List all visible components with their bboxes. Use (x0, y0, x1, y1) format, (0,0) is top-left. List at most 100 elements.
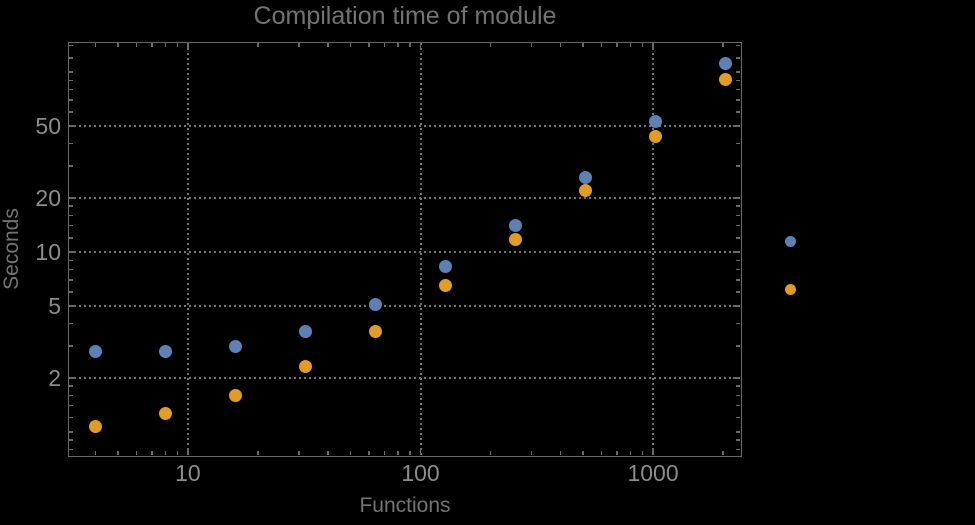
axis-tick (69, 57, 73, 59)
axis-tick (736, 44, 740, 47)
data-point-series-2-orange (228, 388, 242, 402)
axis-tick (409, 43, 411, 47)
axis-tick (733, 305, 740, 307)
axis-tick (69, 291, 73, 293)
axis-tick (69, 416, 73, 419)
axis-tick (383, 451, 386, 455)
axis-tick (69, 165, 73, 167)
axis-tick (257, 451, 259, 455)
axis-tick (69, 99, 73, 101)
axis-tick (736, 431, 740, 433)
data-point-series-2-orange (718, 72, 732, 86)
axis-tick (736, 279, 740, 281)
data-point-series-2-orange (158, 407, 172, 421)
axis-tick (69, 394, 73, 396)
axis-tick (69, 322, 73, 325)
data-point-series-2-orange (508, 232, 522, 246)
axis-tick (298, 451, 300, 455)
axis-tick (736, 416, 740, 419)
axis-tick (736, 71, 740, 73)
axis-tick (736, 237, 740, 239)
axis-tick (419, 448, 422, 455)
axis-tick (736, 205, 740, 207)
axis-tick (117, 43, 119, 47)
axis-tick (616, 451, 618, 455)
gridline-horizontal (69, 305, 740, 308)
axis-tick (94, 43, 97, 47)
axis-tick (629, 451, 632, 455)
gridline-horizontal (69, 376, 740, 379)
y-tick-label: 10 (35, 239, 61, 266)
axis-tick (69, 259, 73, 261)
axis-tick (69, 431, 73, 433)
data-point-series-1-blue (438, 260, 452, 274)
axis-tick (69, 197, 76, 199)
axis-tick (736, 79, 740, 82)
axis-tick (69, 251, 76, 253)
axis-tick (733, 251, 740, 253)
axis-tick (736, 57, 740, 59)
axis-tick (736, 224, 740, 227)
axis-tick (736, 322, 740, 325)
axis-tick (629, 43, 632, 47)
axis-tick (733, 197, 740, 199)
data-point-series-1-blue (718, 56, 732, 70)
chart-title: Compilation time of module (253, 2, 557, 30)
axis-tick (69, 214, 73, 217)
axis-tick (559, 451, 562, 455)
axis-tick (176, 43, 179, 47)
legend-marker-series-2 (784, 283, 796, 295)
axis-tick (298, 43, 300, 47)
axis-tick (736, 268, 740, 271)
axis-tick (600, 451, 603, 455)
data-point-series-1-blue (158, 345, 172, 358)
gridline-horizontal (69, 125, 740, 128)
axis-tick (736, 165, 740, 167)
axis-tick (69, 305, 76, 307)
axis-tick (582, 43, 584, 47)
x-tick-label: 100 (401, 460, 440, 486)
axis-tick (135, 43, 138, 47)
axis-tick (368, 43, 370, 47)
axis-tick (176, 451, 179, 455)
axis-tick (69, 345, 73, 347)
axis-tick (383, 43, 386, 47)
y-tick-label: 2 (48, 364, 61, 391)
data-point-series-2-orange (438, 279, 452, 293)
axis-tick (736, 88, 740, 91)
axis-tick (69, 224, 73, 227)
axis-tick (652, 43, 654, 50)
axis-tick (641, 43, 644, 47)
axis-tick (69, 88, 73, 91)
axis-tick (368, 451, 370, 455)
data-point-series-1-blue (298, 325, 312, 339)
axis-tick (69, 44, 73, 47)
axis-tick (582, 451, 584, 455)
data-point-series-1-blue (228, 339, 242, 353)
axis-tick (733, 377, 740, 379)
gridline-horizontal (69, 196, 740, 199)
axis-tick (69, 385, 73, 387)
axis-tick (69, 377, 76, 379)
axis-tick (257, 43, 259, 47)
axis-tick (736, 291, 740, 293)
axis-tick (151, 43, 153, 47)
y-tick-label: 20 (35, 184, 61, 211)
data-point-series-2-orange (368, 325, 382, 339)
axis-tick (327, 451, 329, 455)
data-point-series-2-orange (648, 129, 662, 143)
axis-tick (652, 448, 654, 455)
plot-area: 10 100 1000 2 5 10 20 50 (35, 43, 740, 486)
x-axis-label: Functions (359, 494, 451, 517)
axis-tick (733, 125, 740, 127)
data-point-series-1-blue (578, 170, 592, 184)
data-point-series-2-orange (298, 360, 312, 374)
axis-tick (164, 451, 167, 455)
axis-tick (600, 43, 603, 47)
axis-tick (559, 43, 562, 47)
axis-tick (489, 43, 492, 47)
axis-tick (736, 345, 740, 347)
axis-tick (736, 259, 740, 261)
gridline-horizontal (69, 251, 740, 254)
x-tick-label: 10 (175, 460, 201, 486)
